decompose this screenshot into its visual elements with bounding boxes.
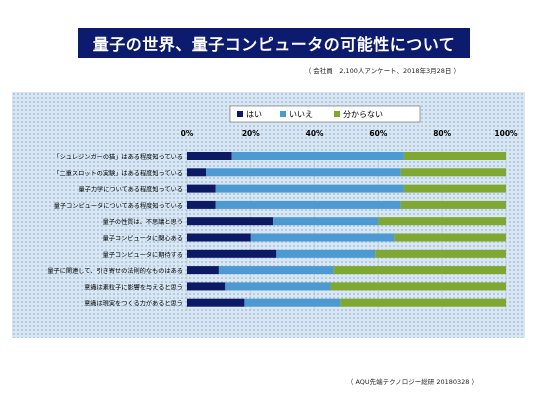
survey-subtitle: （ 会社員 2,100人アンケート、2018年3月28日 ）	[304, 67, 460, 75]
bar-segment	[187, 298, 245, 307]
legend-swatch	[334, 111, 340, 117]
legend-swatch	[280, 111, 286, 117]
legend-box	[229, 105, 421, 123]
chart-bars	[187, 152, 506, 307]
x-tick-label: 80%	[433, 129, 451, 138]
bar-segment	[394, 233, 506, 242]
bar-segment	[187, 282, 226, 291]
bar-segment	[215, 184, 404, 193]
category-label: 量子コンピュータに関心ある	[103, 235, 183, 243]
bar-segment	[187, 266, 219, 275]
bar-segment	[187, 184, 216, 193]
source-footer: （ AQU先端テクノロジー総研 20180328 ）	[346, 378, 478, 386]
bar-segment	[250, 233, 395, 242]
x-tick-label: 40%	[306, 129, 324, 138]
category-label: 量子力学についてある程度知っている	[78, 186, 183, 194]
bar-segment	[276, 249, 376, 258]
y-axis-labels: 「シュレジンガーの猫」はある程度知っている「二重スロットの実験」はある程度知って…	[47, 153, 183, 308]
bar-segment	[400, 168, 506, 177]
bar-segment	[375, 249, 506, 258]
legend-label: 分からない	[343, 110, 383, 119]
x-tick-label: 20%	[242, 129, 260, 138]
bar-segment	[218, 266, 334, 275]
bar-segment	[187, 168, 207, 177]
category-label: 意識は素粒子に影響を与えると思う	[84, 283, 183, 291]
bar-segment	[340, 298, 506, 307]
bar-segment	[333, 266, 506, 275]
title-banner: 量子の世界、量子コンピュータの可能性について	[78, 28, 470, 58]
x-tick-label: 60%	[369, 129, 387, 138]
category-label: 意識は現実をつくる力があると思う	[84, 300, 183, 308]
chart-legend: はい いいえ 分からない	[229, 105, 421, 123]
bar-segment	[403, 152, 506, 160]
legend-swatch	[237, 111, 243, 117]
bar-segment	[187, 200, 216, 209]
bar-segment	[215, 200, 401, 209]
chart-panel: はい いいえ 分からない 0% 20% 40% 60% 80% 100% 「シュレジンガーの猫…	[12, 92, 525, 338]
bar-segment	[187, 217, 274, 226]
bar-segment	[231, 152, 404, 160]
chart-title: 量子の世界、量子コンピュータの可能性について	[92, 35, 456, 54]
bar-segment	[400, 200, 506, 209]
bar-segment	[187, 233, 251, 242]
stacked-bar-chart: はい いいえ 分からない 0% 20% 40% 60% 80% 100% 「シュレジンガーの猫…	[47, 105, 518, 311]
category-label: 量子コンピュータに期待する	[103, 251, 183, 259]
bar-segment	[403, 184, 506, 193]
x-tick-label: 0%	[181, 129, 194, 138]
category-label: 量子の性質は、不思議と思う	[103, 218, 183, 226]
category-label: 量子コンピュータについてある程度知っている	[54, 202, 183, 210]
bar-segment	[187, 249, 277, 258]
bar-segment	[225, 282, 331, 291]
bar-segment	[187, 152, 232, 160]
bar-segment	[378, 217, 506, 226]
bar-segment	[206, 168, 401, 177]
legend-label: いいえ	[289, 110, 313, 119]
x-axis-ticks: 0% 20% 40% 60% 80% 100%	[181, 129, 518, 138]
bar-segment	[330, 282, 506, 291]
x-tick-label: 100%	[494, 129, 518, 138]
category-label: 量子に関連して、引き寄せの法則的なものはある	[47, 267, 183, 275]
category-label: 「シュレジンガーの猫」はある程度知っている	[53, 153, 183, 161]
category-label: 「二重スロットの実験」はある程度知っている	[53, 169, 183, 177]
bar-segment	[244, 298, 341, 307]
bar-segment	[273, 217, 379, 226]
legend-label: はい	[246, 110, 262, 119]
